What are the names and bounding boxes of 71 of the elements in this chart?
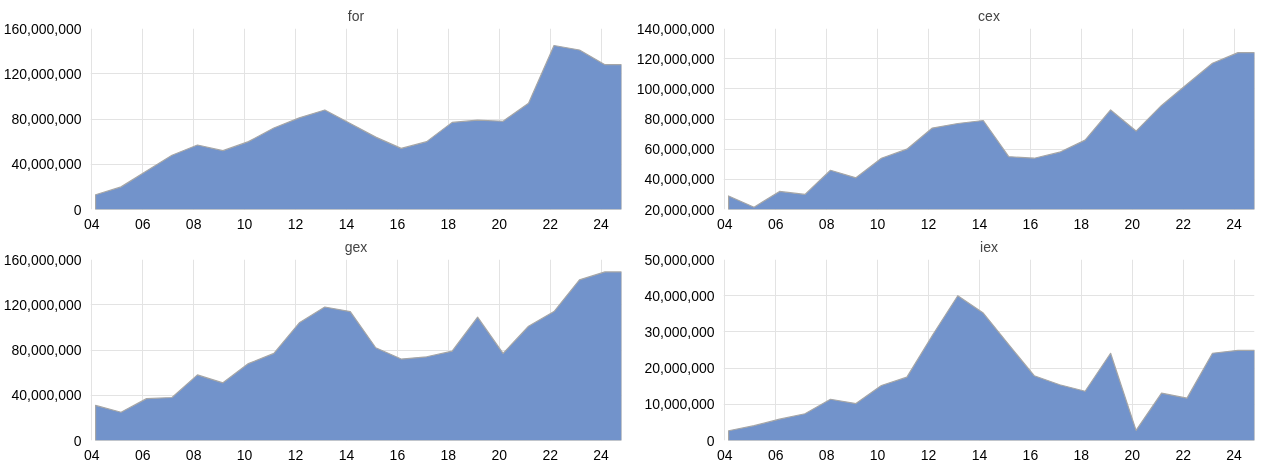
y-tick-label: 60,000,000	[644, 141, 715, 158]
x-tick-label: 18	[440, 446, 457, 463]
x-tick-label: 10	[869, 215, 886, 232]
y-tick-label: 40,000,000	[644, 171, 715, 188]
x-tick-label: 14	[338, 215, 355, 232]
y-tick-label: 0	[73, 432, 82, 449]
chart-title: cex	[978, 7, 1000, 24]
x-tick-label: 10	[869, 446, 886, 463]
x-tick-label: 20	[491, 215, 508, 232]
y-tick-label: 160,000,000	[3, 251, 82, 268]
x-tick-label: 08	[185, 215, 202, 232]
x-tick-label: 06	[767, 215, 784, 232]
y-tick-label: 40,000,000	[11, 156, 82, 173]
x-tick-label: 20	[491, 446, 508, 463]
y-tick-label: 50,000,000	[644, 251, 715, 268]
y-tick-label: 20,000,000	[644, 201, 715, 218]
x-tick-label: 12	[920, 446, 937, 463]
y-tick-label: 80,000,000	[644, 111, 715, 127]
x-tick-label: 16	[389, 446, 406, 463]
x-tick-label: 14	[971, 215, 988, 232]
y-tick-label: 0	[706, 432, 715, 449]
x-tick-label: 04	[83, 446, 100, 463]
x-tick-label: 24	[593, 446, 610, 463]
x-tick-label: 22	[542, 215, 559, 232]
x-tick-label: 06	[767, 446, 784, 463]
y-tick-label: 80,000,000	[11, 342, 82, 358]
y-tick-label: 0	[73, 201, 82, 218]
x-tick-label: 22	[542, 446, 559, 463]
x-tick-label: 14	[971, 446, 988, 463]
x-tick-label: 24	[1226, 446, 1243, 463]
x-tick-label: 22	[1175, 446, 1192, 463]
chart-title: for	[347, 7, 365, 24]
x-tick-label: 18	[440, 215, 457, 232]
y-tick-label: 40,000,000	[11, 387, 82, 404]
x-tick-label: 04	[716, 446, 733, 463]
x-tick-label: 18	[1073, 446, 1090, 463]
x-tick-label: 06	[134, 446, 151, 463]
y-tick-label: 120,000,000	[3, 65, 82, 82]
x-tick-label: 24	[1226, 215, 1243, 232]
x-tick-label: 18	[1073, 215, 1090, 232]
y-tick-label: 40,000,000	[644, 287, 715, 304]
x-tick-label: 16	[1022, 215, 1039, 232]
chart-title: iex	[980, 238, 998, 255]
x-tick-label: 06	[134, 215, 151, 232]
x-tick-label: 12	[287, 215, 304, 232]
x-tick-label: 16	[389, 215, 406, 232]
x-tick-label: 10	[236, 215, 253, 232]
y-tick-label: 140,000,000	[636, 20, 715, 37]
x-tick-label: 22	[1175, 215, 1192, 232]
chart-title: gex	[344, 238, 368, 255]
x-tick-label: 08	[818, 446, 835, 463]
x-tick-label: 08	[818, 215, 835, 232]
x-tick-label: 14	[338, 446, 355, 463]
x-tick-label: 08	[185, 446, 202, 463]
y-tick-label: 120,000,000	[636, 50, 715, 67]
x-tick-label: 16	[1022, 446, 1039, 463]
y-tick-label: 80,000,000	[11, 111, 82, 127]
x-tick-label: 24	[593, 215, 610, 232]
x-tick-label: 12	[920, 215, 937, 232]
x-tick-label: 12	[287, 446, 304, 463]
x-tick-label: 10	[236, 446, 253, 463]
x-tick-label: 20	[1124, 215, 1141, 232]
x-tick-label: 04	[83, 215, 100, 232]
y-tick-label: 160,000,000	[3, 20, 82, 37]
y-tick-label: 120,000,000	[3, 296, 82, 313]
x-tick-label: 04	[716, 215, 733, 232]
y-tick-label: 20,000,000	[644, 360, 715, 377]
y-tick-label: 30,000,000	[644, 323, 715, 340]
x-tick-label: 20	[1124, 446, 1141, 463]
y-tick-label: 10,000,000	[644, 396, 715, 413]
y-tick-label: 100,000,000	[636, 80, 715, 97]
